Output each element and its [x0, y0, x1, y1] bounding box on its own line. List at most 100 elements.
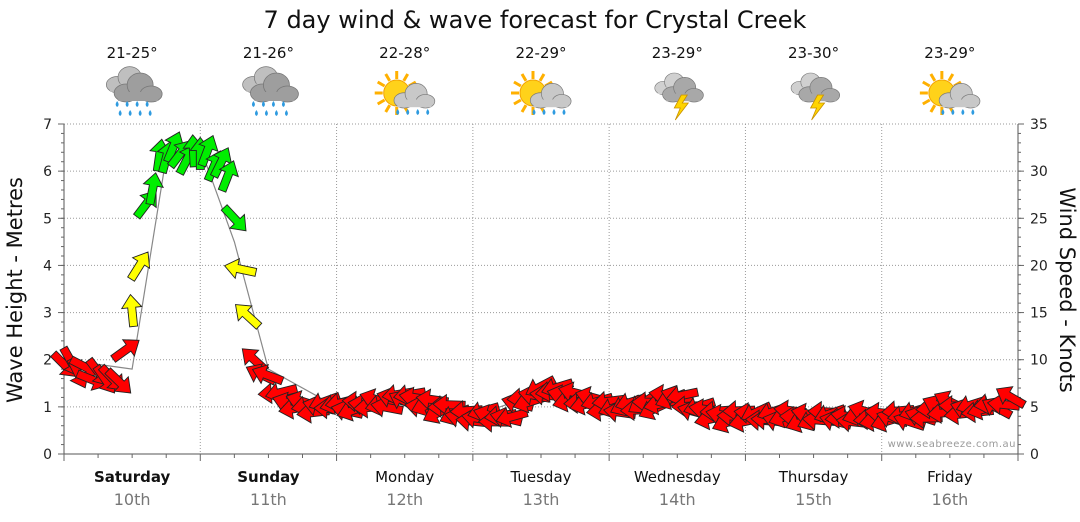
rain-drop	[138, 110, 142, 116]
rain-drop	[274, 110, 278, 116]
rain-cloud-icon	[242, 66, 299, 116]
wind-layer	[49, 131, 1027, 434]
wind-arrow	[142, 172, 164, 206]
left-tick-label: 5	[43, 211, 52, 227]
wind-arrow-shape	[110, 339, 140, 363]
temp-range: 22-29°	[515, 44, 566, 62]
rain-cloud-icon	[105, 66, 163, 116]
cloud-icon	[938, 83, 981, 109]
rain-drop	[135, 101, 139, 107]
storm-cloud-icon	[790, 72, 841, 121]
right-axis-title: Wind Speed - Knots	[1055, 187, 1079, 392]
rain-drop	[426, 109, 430, 115]
sun-rain-icon	[511, 71, 572, 115]
temp-range: 22-28°	[379, 44, 430, 62]
rain-drop	[532, 109, 536, 115]
wind-arrow-shape	[217, 160, 239, 193]
wind-arrow	[104, 367, 132, 394]
day-label: Tuesday	[509, 468, 571, 486]
lightning-bolt	[673, 94, 690, 121]
right-tick-label: 5	[1030, 400, 1039, 416]
rain-drop	[552, 109, 556, 115]
date-label: 15th	[795, 490, 832, 509]
sun-ray	[513, 98, 522, 106]
temp-range: 23-29°	[652, 44, 703, 62]
day-label: Saturday	[94, 468, 171, 486]
front-cloud	[250, 72, 299, 103]
weather-layer: 21-25° 21-26° 22-28° 22-29° 23-29° 23-30° 23-2…	[105, 44, 981, 121]
rain-drop	[115, 101, 119, 107]
wind-arrow-shape	[120, 293, 143, 328]
sun-ray	[520, 104, 528, 113]
axis-layer: 0 1 2 3 4 5 6 7 0 5 10 15 20 25 30 35 Saturday 10th Sunday…	[43, 117, 1048, 509]
rain-drop	[254, 110, 258, 116]
lightning-bolt	[809, 94, 826, 121]
left-tick-label: 2	[43, 353, 52, 369]
rain-drop	[971, 109, 975, 115]
date-label: 11th	[250, 490, 287, 509]
right-tick-label: 35	[1030, 117, 1048, 133]
sun-ray	[520, 73, 528, 82]
wind-arrow	[217, 160, 239, 193]
wind-arrow	[120, 293, 143, 328]
sun-ray	[384, 104, 392, 113]
rain-drop	[406, 109, 410, 115]
day-label: Sunday	[237, 468, 300, 486]
rain-drop	[148, 110, 152, 116]
front-cloud	[113, 72, 163, 103]
sun-ray	[402, 73, 410, 82]
wind-arrow-shape	[197, 134, 219, 168]
rain-drop	[118, 110, 122, 116]
wind-arrow-shape	[234, 304, 263, 330]
sun-ray	[538, 73, 546, 82]
day-label: Monday	[375, 468, 434, 486]
day-label: Wednesday	[634, 468, 721, 486]
wind-arrow-shape	[251, 364, 285, 386]
sun-ray	[376, 80, 386, 88]
sun-ray	[513, 80, 522, 88]
wind-arrow	[127, 251, 151, 282]
temp-range: 21-26°	[243, 44, 294, 62]
wind-arrow	[495, 406, 529, 428]
wind-arrow	[223, 257, 258, 280]
right-tick-label: 0	[1030, 447, 1039, 463]
temp-range: 21-25°	[107, 44, 158, 62]
rain-drop	[416, 109, 420, 115]
temp-range: 23-29°	[924, 44, 975, 62]
right-tick-label: 30	[1030, 164, 1048, 180]
rain-drop	[125, 101, 129, 107]
sun-ray	[947, 73, 955, 82]
wind-arrow-shape	[995, 386, 1027, 409]
sun-rain-icon	[919, 71, 981, 115]
cloud-base	[254, 92, 295, 101]
wind-arrow-shape	[220, 204, 247, 232]
sun-ray	[376, 98, 386, 106]
date-label: 12th	[386, 490, 423, 509]
wind-arrow-shape	[104, 367, 132, 394]
date-label: 13th	[523, 490, 560, 509]
rain-drop	[951, 109, 955, 115]
sun-ray	[384, 73, 392, 82]
rain-drop	[281, 101, 285, 107]
wave-layer	[63, 146, 1019, 417]
left-tick-label: 6	[43, 164, 52, 180]
left-axis-title: Wave Height - Metres	[3, 177, 27, 403]
rain-drop	[961, 109, 965, 115]
rain-drop	[271, 101, 275, 107]
day-label: Thursday	[778, 468, 849, 486]
wave-height-line	[63, 146, 1019, 417]
cloud-base	[533, 99, 568, 108]
rain-drop	[128, 110, 132, 116]
rain-drop	[284, 110, 288, 116]
wind-arrow	[110, 339, 140, 363]
chart-title: 7 day wind & wave forecast for Crystal C…	[264, 6, 807, 34]
wind-arrow	[251, 364, 285, 386]
cloud-icon	[529, 83, 572, 109]
date-label: 14th	[659, 490, 696, 509]
wind-arrow	[234, 304, 263, 330]
left-tick-label: 1	[43, 400, 52, 416]
credit-text: www.seabreeze.com.au	[888, 439, 1016, 450]
wind-arrow-shape	[127, 251, 151, 282]
rain-drop	[941, 109, 945, 115]
